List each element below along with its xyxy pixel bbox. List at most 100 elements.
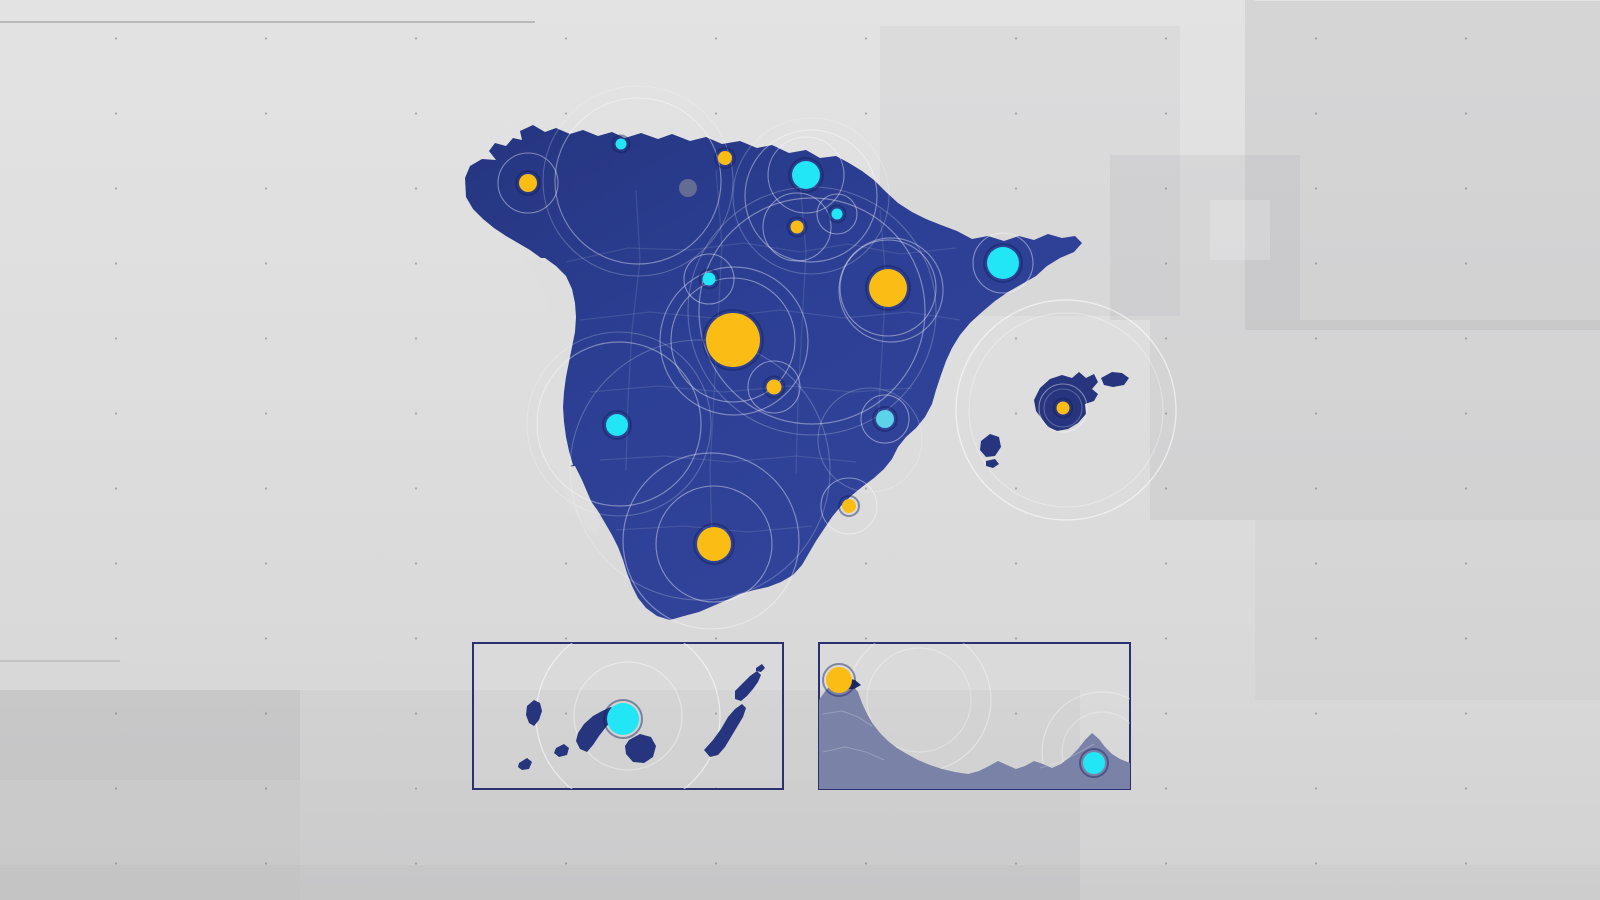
marker-halo-galicia	[497, 152, 559, 214]
marker-murcia[interactable]	[820, 477, 878, 535]
fuerteventura-island	[704, 704, 746, 757]
marker-halo-castilla-leon	[683, 253, 735, 305]
melilla-ring-1	[1041, 691, 1130, 789]
tenerife-island	[576, 707, 617, 752]
marker-outline-balearics	[1052, 397, 1074, 419]
marker-dot-extremadura[interactable]	[606, 414, 628, 436]
marker-dot-murcia[interactable]	[842, 499, 856, 513]
marker-balearics[interactable]	[1038, 383, 1088, 433]
marker-dot-la-rioja[interactable]	[790, 220, 804, 234]
north-africa-landmass	[819, 679, 1130, 789]
marker-andalucia[interactable]	[655, 485, 773, 603]
bg-artifact-blob	[679, 179, 697, 197]
spain-mainland	[465, 85, 1082, 630]
marker-outline-castilla-lm	[762, 375, 786, 399]
marker-halo-balearics	[1038, 383, 1088, 433]
la-gomera-island	[554, 744, 569, 757]
marker-outline-cataluna	[983, 243, 1023, 283]
marker-canarias[interactable]	[603, 699, 643, 739]
marker-dot-com-valenciana[interactable]	[876, 410, 894, 428]
gran-canaria-island	[625, 734, 656, 763]
africa-internal-lines	[822, 710, 1095, 769]
marker-halo-com-valenciana	[860, 394, 910, 444]
spain-landmass	[465, 125, 1082, 620]
lanzarote-island	[735, 671, 761, 701]
la-graciosa-island	[756, 664, 765, 672]
marker-outline-la-rioja	[786, 216, 808, 238]
marker-outline-pais-vasco	[788, 157, 824, 193]
west-coast-notch	[556, 466, 600, 534]
marker-aragon[interactable]	[839, 239, 937, 337]
marker-outline-ceuta	[822, 663, 856, 697]
marker-outline-extremadura	[602, 410, 632, 440]
marker-navarra[interactable]	[816, 193, 858, 235]
marker-halo-andalucia	[655, 485, 773, 603]
north-africa-inset-group[interactable]	[818, 628, 1162, 812]
balearics-context-ring	[955, 299, 1177, 521]
marker-outline-castilla-leon	[698, 268, 720, 290]
marker-dot-galicia[interactable]	[519, 174, 537, 192]
ibiza-island	[980, 434, 1001, 457]
data-markers-layer	[497, 134, 1109, 778]
marker-dot-castilla-lm[interactable]	[766, 379, 782, 395]
ceuta-ring-2	[866, 647, 972, 753]
la-palma-island	[526, 700, 542, 726]
marker-castilla-leon[interactable]	[683, 253, 735, 305]
canary-ring-inner	[573, 661, 683, 771]
marker-dot-cantabria[interactable]	[615, 138, 627, 150]
marker-dot-balearics[interactable]	[1056, 401, 1070, 415]
marker-cantabria[interactable]	[611, 134, 631, 154]
marker-halo-navarra	[816, 193, 858, 235]
marker-halo-murcia	[820, 477, 878, 535]
marker-dot-andalucia[interactable]	[697, 527, 731, 561]
marker-dot-navarra[interactable]	[831, 208, 843, 220]
marker-halo-la-rioja	[762, 192, 832, 262]
balearic-islands	[980, 372, 1129, 468]
marker-halo-pais-vasco	[767, 136, 845, 214]
marker-madrid[interactable]	[670, 277, 796, 403]
marker-cataluna[interactable]	[972, 232, 1034, 294]
marker-pais-vasco[interactable]	[767, 136, 845, 214]
marker-la-rioja[interactable]	[762, 192, 832, 262]
marker-com-valenciana[interactable]	[860, 394, 910, 444]
marker-halo-aragon	[839, 239, 937, 337]
marker-outline-murcia	[838, 495, 860, 517]
decorative-rings	[526, 85, 944, 630]
marker-outline-aragon	[865, 265, 911, 311]
marker-asturias[interactable]	[714, 147, 736, 169]
marker-galicia[interactable]	[497, 152, 559, 214]
menorca-island	[1101, 372, 1129, 387]
marker-dot-madrid[interactable]	[706, 313, 760, 367]
marker-dot-canarias[interactable]	[607, 703, 639, 735]
marker-outline-melilla	[1079, 748, 1109, 778]
marker-halo-cataluna	[972, 232, 1034, 294]
marker-dot-ceuta[interactable]	[826, 667, 852, 693]
marker-dot-aragon[interactable]	[869, 269, 907, 307]
marker-outline-galicia	[515, 170, 541, 196]
mallorca-island	[1034, 372, 1098, 431]
marker-halo-madrid	[670, 277, 796, 403]
marker-dot-melilla[interactable]	[1083, 752, 1105, 774]
marker-outline-canarias	[603, 699, 643, 739]
marker-outline-cantabria	[611, 134, 631, 154]
marker-melilla[interactable]	[1079, 748, 1109, 778]
marker-castilla-lm[interactable]	[747, 360, 801, 414]
portugal-cutout	[524, 258, 576, 470]
marker-halo-castilla-lm	[747, 360, 801, 414]
el-hierro-island	[518, 758, 532, 770]
marker-ceuta[interactable]	[822, 663, 856, 697]
marker-outline-navarra	[827, 204, 847, 224]
marker-dot-castilla-leon[interactable]	[702, 272, 716, 286]
marker-outline-com-valenciana	[872, 406, 898, 432]
marker-dot-asturias[interactable]	[718, 151, 732, 165]
marker-outline-andalucia	[693, 523, 735, 565]
marker-dot-cataluna[interactable]	[987, 247, 1019, 279]
marker-outline-madrid	[702, 309, 764, 371]
marker-dot-pais-vasco[interactable]	[792, 161, 820, 189]
mallorca-halo	[1043, 388, 1083, 428]
marker-extremadura[interactable]	[602, 410, 632, 440]
melilla-ring-2	[1061, 711, 1130, 789]
formentera-island	[986, 459, 999, 468]
